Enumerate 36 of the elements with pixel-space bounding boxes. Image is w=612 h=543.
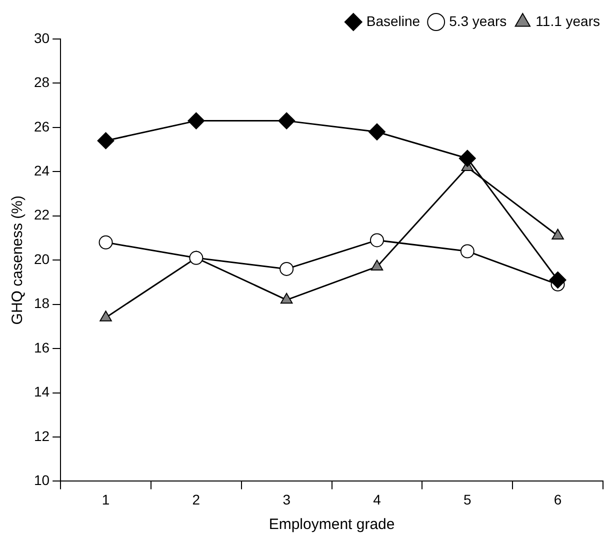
point [370,260,384,270]
y-tick-label: 12 [34,428,50,444]
point [552,228,564,240]
point [97,132,114,150]
point [370,233,384,248]
point [460,244,474,258]
x-tick-label: 1 [102,491,110,508]
x-tick-label: 2 [192,491,200,508]
x-tick-label: 4 [373,491,382,508]
y-tick-label: 18 [34,295,50,312]
x-tick-label: 5 [463,491,472,508]
y-tick-label: 22 [34,206,50,223]
point [458,150,476,167]
y-tick-label: 24 [34,162,50,179]
x-tick-label: 3 [282,491,291,508]
legend-label: 11.1 years [536,12,600,29]
x-axis-title: Employment grade [268,516,395,534]
y-tick-label: 26 [34,118,50,134]
y-tick-label: 16 [34,339,50,356]
point [368,123,386,140]
legend-label: 5.3 years [449,12,507,29]
point [280,292,293,304]
y-tick-label: 20 [34,250,50,267]
point [549,272,566,288]
point [188,112,205,130]
x-tick-label: 6 [554,491,562,508]
legend-label: Baseline [366,12,420,29]
y-tick-label: 28 [34,74,50,90]
point [189,250,204,265]
y-axis-title: GHQ caseness (%) [9,195,26,325]
y-tick-label: 30 [34,30,50,46]
point [278,112,296,130]
y-tick-label: 14 [34,384,50,400]
y-tick-label: 10 [34,472,50,488]
point [100,310,112,322]
point [280,262,294,276]
